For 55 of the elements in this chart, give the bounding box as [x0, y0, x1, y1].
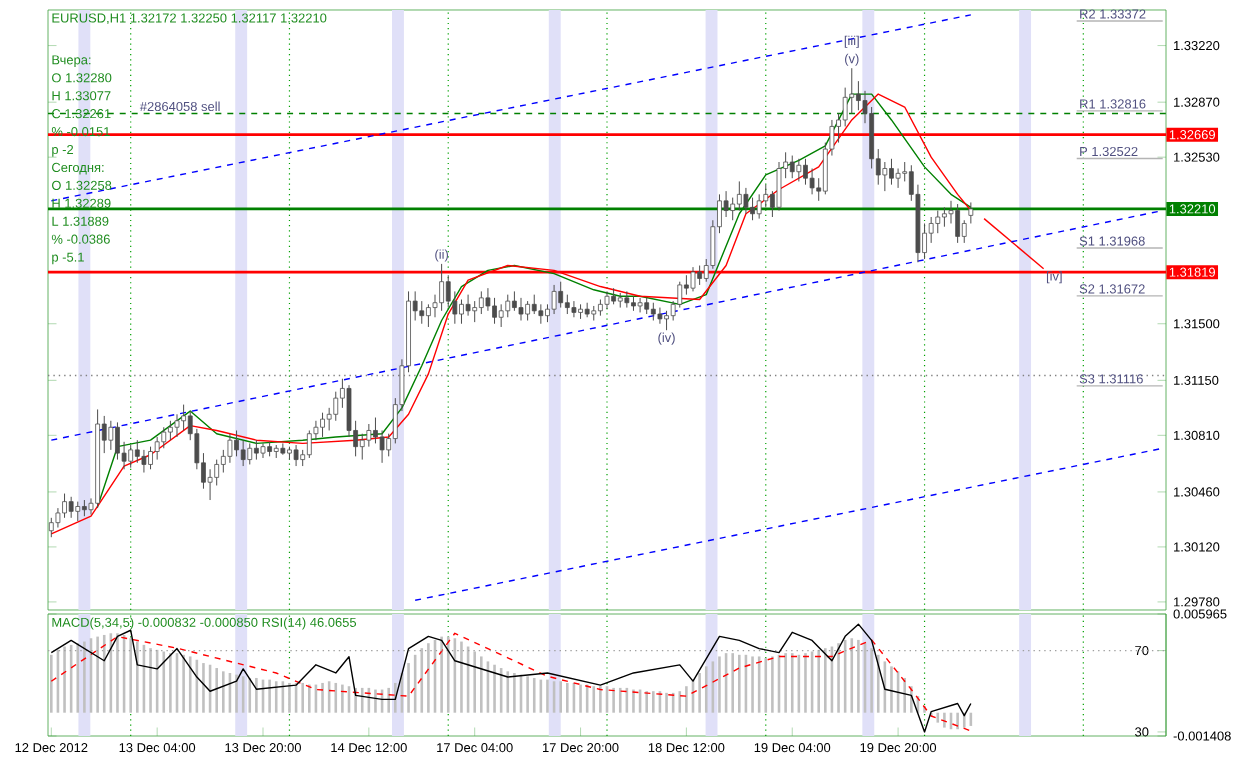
candlestick [75, 501, 81, 522]
candlestick [697, 265, 703, 286]
candlestick [68, 496, 74, 519]
candlestick [968, 201, 974, 224]
candlestick [280, 442, 286, 456]
candlestick [181, 404, 186, 431]
candlestick [459, 298, 464, 325]
candlestick [895, 167, 901, 189]
candlestick [730, 197, 736, 221]
candlestick [525, 300, 530, 322]
candlestick [889, 158, 894, 186]
candlestick [108, 420, 114, 451]
candlestick [809, 167, 815, 195]
candlestick [942, 206, 947, 228]
candlestick [128, 444, 134, 469]
candlestick [207, 468, 213, 501]
candlestick [882, 161, 888, 192]
candlestick [789, 155, 795, 179]
candlestick [690, 266, 696, 292]
candlestick [551, 284, 557, 315]
candlestick [320, 412, 325, 438]
candlestick [260, 442, 266, 459]
candlestick [518, 297, 524, 322]
candlestick [803, 158, 808, 186]
candlestick [465, 294, 471, 317]
candlestick [439, 263, 444, 312]
candlestick [174, 413, 180, 438]
candlestick [293, 444, 299, 467]
candlestick [240, 439, 246, 467]
candlestick [538, 303, 544, 325]
candlestick [736, 180, 742, 212]
candlestick [498, 303, 504, 328]
candlestick [604, 290, 610, 310]
candlestick [657, 307, 663, 325]
candlestick [558, 281, 564, 309]
candlestick [624, 290, 630, 309]
candlestick [234, 429, 239, 457]
candlestick [426, 303, 431, 328]
candlestick [247, 442, 253, 465]
candlestick [637, 297, 643, 313]
candlestick [115, 421, 120, 461]
candlestick [168, 420, 173, 441]
candlestick [664, 310, 669, 331]
candlestick [478, 290, 484, 315]
candlestick [743, 187, 749, 215]
candlestick [306, 429, 312, 459]
candlestick [472, 300, 478, 323]
candlestick [333, 391, 339, 422]
candlestick [571, 300, 577, 318]
candlestick [955, 203, 961, 244]
candlestick [564, 294, 570, 315]
candlestick [756, 193, 762, 220]
candlestick [148, 446, 153, 470]
candlestick [254, 439, 259, 461]
candlestick [796, 158, 802, 182]
